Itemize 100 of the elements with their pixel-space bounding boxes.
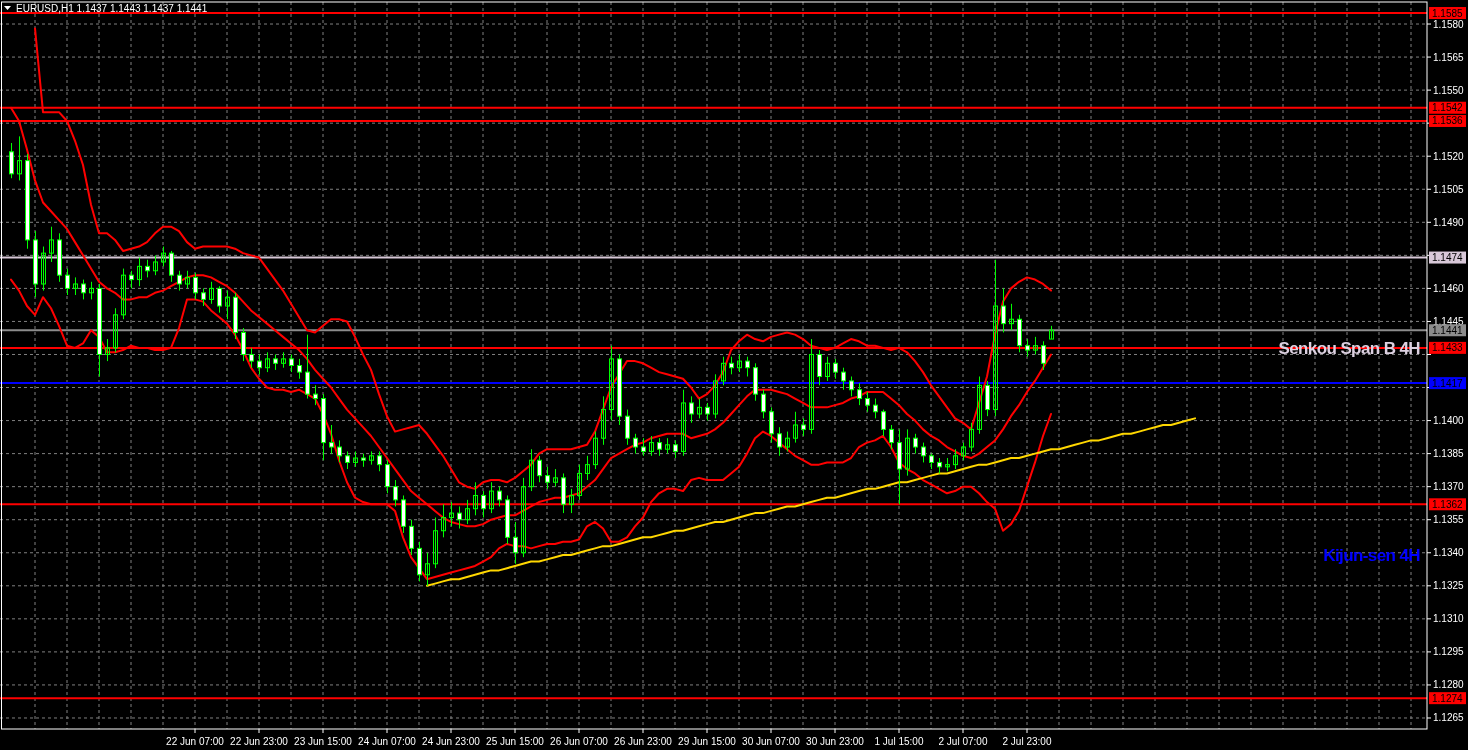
ref-line-label: 1.1433 [1432,342,1464,354]
candlestick [497,486,502,507]
y-tick-label: 1.1385 [1433,448,1465,460]
candlestick [433,517,438,569]
candlestick [649,435,654,457]
candlestick [993,259,998,417]
candlestick [217,285,222,314]
candlestick [609,345,614,422]
candlestick [393,479,398,507]
candlestick [457,505,462,530]
candlestick [441,503,446,538]
y-tick-label: 1.1520 [1433,150,1465,162]
ref-line-label: 1.1536 [1432,115,1464,127]
x-tick-label: 30 Jun 23:00 [806,735,865,747]
candlestick [1009,303,1014,331]
candlestick [113,307,118,353]
candlestick [633,433,638,455]
y-tick-label: 1.1310 [1433,613,1465,625]
candlestick [969,422,974,452]
candlestick [305,334,310,400]
candlestick [769,406,774,444]
x-tick-label: 22 Jun 23:00 [230,735,289,747]
candlestick [369,450,374,466]
candlestick [697,398,702,419]
candlestick [465,499,470,525]
x-tick-label: 2 Jul 07:00 [938,735,988,747]
candlestick [385,459,390,494]
candlestick [257,353,262,375]
candlestick [105,338,110,362]
candlestick [177,270,182,292]
x-tick-label: 23 Jun 15:00 [294,735,353,747]
candlestick [593,431,598,470]
line-series [426,417,1196,587]
candlestick [489,481,494,514]
candlestick [689,395,694,424]
chart-title: EURUSD,H1 1.1437 1.1443 1.1437 1.1441 [16,2,208,14]
candlestick [681,389,686,457]
candlestick [161,246,166,267]
ref-line-label: 1.1362 [1432,498,1464,510]
candlestick [777,426,782,457]
y-tick-label: 1.1325 [1433,580,1465,592]
candlestick [473,481,478,516]
candlestick [1001,287,1006,333]
candlestick [17,135,22,181]
ref-line-label: 1.1417 [1432,377,1464,389]
candlestick [153,254,158,276]
candlestick [809,338,814,435]
y-tick-label: 1.1550 [1433,84,1465,96]
x-tick-label: 22 Jun 07:00 [166,735,225,747]
candlestick [193,272,198,300]
y-tick-label: 1.1370 [1433,481,1465,493]
y-tick-label: 1.1445 [1433,315,1465,327]
x-tick-label: 1 Jul 15:00 [874,735,924,747]
candlestick [745,356,750,378]
candlestick [81,279,86,300]
candlestick [481,490,486,519]
candlestick [601,395,606,446]
candlestick [785,431,790,452]
candlestick [905,428,910,477]
candlestick [265,351,270,373]
candlestick [817,349,822,386]
candlestick [545,466,550,490]
y-tick-label: 1.1400 [1433,415,1465,427]
x-tick-label: 24 Jun 07:00 [358,735,417,747]
candlestick [569,488,574,514]
candlestick [793,411,798,444]
x-tick-label: 26 Jun 23:00 [614,735,673,747]
ref-line-label: 1.1474 [1432,252,1464,264]
candlestick [9,142,14,179]
candlestick [329,424,334,455]
x-tick-label: 25 Jun 15:00 [486,735,545,747]
candlestick [833,358,838,380]
candlestick [913,433,918,455]
candlestick [249,347,254,369]
candlestick [241,327,246,362]
y-tick-label: 1.1460 [1433,282,1465,294]
candlestick [529,448,534,492]
candlestick [625,409,630,446]
candlestick [665,437,670,455]
candlestick [865,391,870,413]
candlestick [121,268,126,320]
x-tick-label: 29 Jun 15:00 [678,735,737,747]
candlestick [137,257,142,287]
annotation: Kijun-sen 4H [1323,545,1421,565]
candlestick [297,358,302,380]
candlestick [825,356,830,382]
y-tick-label: 1.1490 [1433,216,1465,228]
y-tick-label: 1.1565 [1433,51,1465,63]
candlestick [425,552,430,587]
candlestick [225,290,230,320]
y-tick-label: 1.1505 [1433,183,1465,195]
candlestick [513,521,518,565]
x-tick-label: 26 Jun 07:00 [550,735,609,747]
x-tick-label: 30 Jun 07:00 [742,735,801,747]
candlestick [857,382,862,406]
candlestick [409,519,414,556]
ref-line-label: 1.1274 [1432,692,1464,704]
y-tick-label: 1.1295 [1433,646,1465,658]
y-tick-label: 1.1580 [1433,18,1465,30]
candlestick [49,226,54,263]
